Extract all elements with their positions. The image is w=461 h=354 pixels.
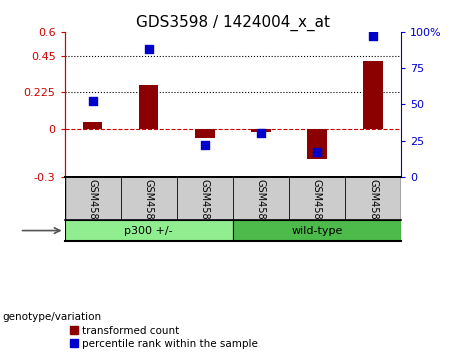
Point (201, 142, 208, 148)
Text: GSM458549: GSM458549 (200, 179, 210, 238)
Point (257, 131, 265, 136)
Point (145, 46, 152, 52)
Point (313, 149, 321, 155)
Text: GSM458550: GSM458550 (256, 179, 266, 238)
Text: GSM458551: GSM458551 (312, 179, 322, 238)
Bar (139, 85, 159, 129)
Bar (65, 221, 233, 241)
Text: GSM458548: GSM458548 (144, 179, 154, 238)
Text: GSM458552: GSM458552 (368, 179, 378, 239)
Bar (251, 129, 271, 132)
Text: wild-type: wild-type (291, 225, 343, 235)
Legend: transformed count, percentile rank within the sample: transformed count, percentile rank withi… (70, 326, 258, 349)
Text: GSM458547: GSM458547 (88, 179, 98, 238)
Title: GDS3598 / 1424004_x_at: GDS3598 / 1424004_x_at (136, 14, 330, 30)
Text: genotype/variation: genotype/variation (2, 312, 101, 322)
Bar (83, 122, 102, 129)
Point (89, 99, 96, 104)
Point (369, 33, 377, 39)
Bar (233, 221, 401, 241)
Bar (195, 129, 214, 138)
Text: p300 +/-: p300 +/- (124, 225, 173, 235)
Bar (363, 61, 383, 129)
Bar (307, 129, 327, 159)
